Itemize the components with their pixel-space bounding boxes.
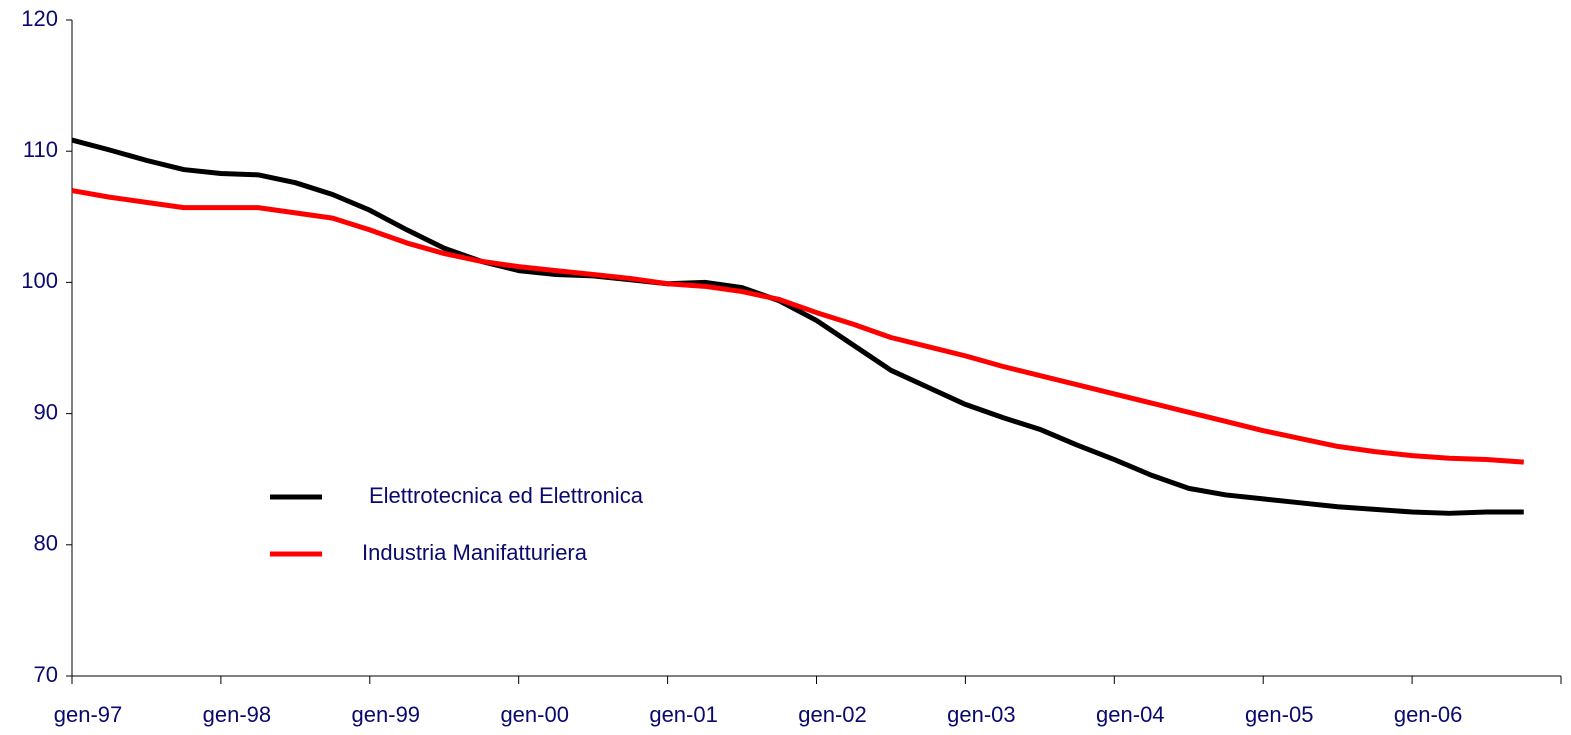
x-tick-label: gen-04: [1096, 702, 1165, 727]
y-tick-label: 100: [21, 268, 58, 293]
y-tick-label: 120: [21, 6, 58, 31]
x-tick-label: gen-02: [798, 702, 867, 727]
line: [71, 188, 1524, 465]
line: [71, 137, 1524, 516]
y-tick-label: 70: [34, 662, 58, 687]
x-tick-label: gen-97: [54, 702, 123, 727]
y-tick-label: 110: [23, 137, 58, 162]
y-tick-label: 90: [34, 399, 58, 424]
x-tick-label: gen-03: [947, 702, 1016, 727]
x-tick-label: gen-01: [649, 702, 718, 727]
x-tick-label: gen-05: [1245, 702, 1314, 727]
legend-label: Elettrotecnica ed Elettronica: [369, 483, 644, 508]
x-tick-label: gen-06: [1394, 702, 1463, 727]
x-tick-label: gen-99: [352, 702, 421, 727]
y-tick-label: 80: [34, 531, 58, 556]
legend-label: Industria Manifatturiera: [362, 540, 588, 565]
x-tick-label: gen-98: [203, 702, 272, 727]
x-tick-label: gen-00: [500, 702, 569, 727]
